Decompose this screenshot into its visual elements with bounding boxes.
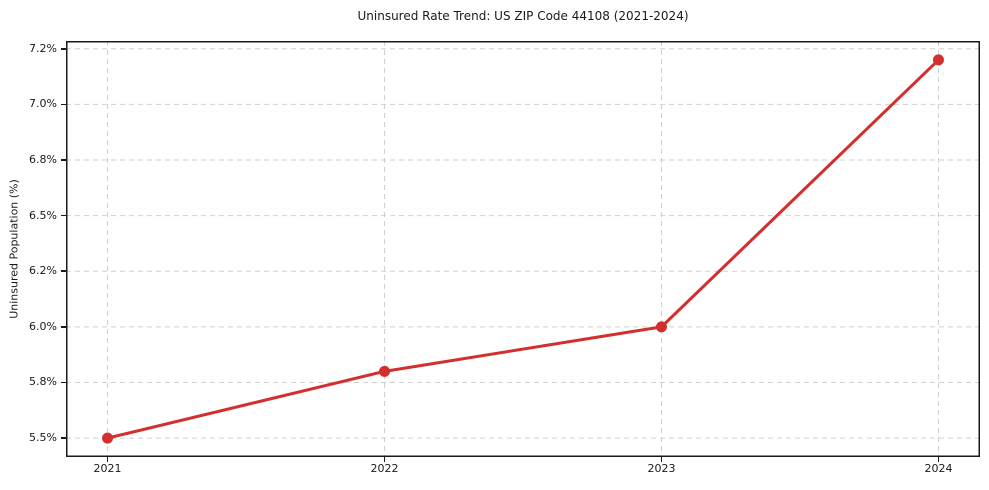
x-tick-label: 2021 [93,462,122,475]
x-tick-label: 2023 [647,462,676,475]
data-point-2022 [379,365,391,377]
line-chart-svg [66,41,980,457]
y-tick-mark [61,381,66,384]
y-tick-label: 6.8% [29,153,57,167]
y-tick-label: 7.2% [29,41,57,55]
y-tick-label: 7.0% [29,97,57,111]
y-axis-label: Uninsured Population (%) [7,179,21,319]
x-tick-label: 2022 [370,462,399,475]
y-tick-label: 5.8% [29,375,57,389]
plot-border [66,41,980,457]
data-point-2024 [932,54,944,66]
y-tick-mark [61,326,66,328]
x-tick-mark [660,457,663,462]
trend-line [106,58,940,440]
y-tick-label: 6.0% [29,319,57,333]
y-tick-mark [61,103,66,106]
y-tick-label: 6.2% [29,264,57,278]
y-tick-mark [61,437,66,439]
x-tick-mark [106,457,109,462]
data-point-2023 [655,321,667,333]
data-point-2021 [102,432,114,444]
y-tick-mark [61,214,66,217]
y-tick-label: 5.5% [29,431,57,445]
y-tick-mark [61,270,66,272]
y-tick-mark [61,159,66,161]
chart-title: Uninsured Rate Trend: US ZIP Code 44108 … [357,9,689,23]
x-tick-label: 2024 [924,462,953,475]
plot-area [66,41,980,457]
y-tick-mark [61,48,66,50]
x-tick-mark [383,457,386,462]
y-tick-label: 6.5% [29,208,57,222]
x-tick-mark [937,457,940,462]
